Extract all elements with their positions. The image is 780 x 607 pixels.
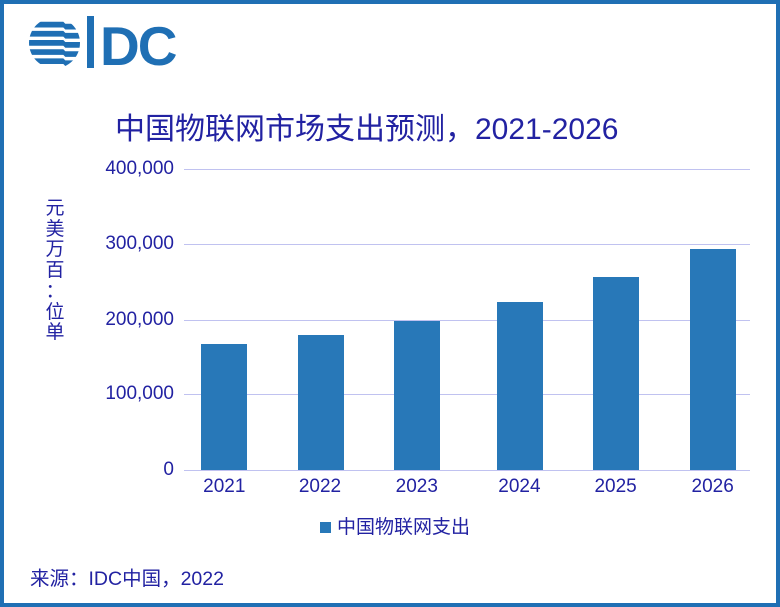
svg-text:DC: DC: [100, 15, 177, 73]
